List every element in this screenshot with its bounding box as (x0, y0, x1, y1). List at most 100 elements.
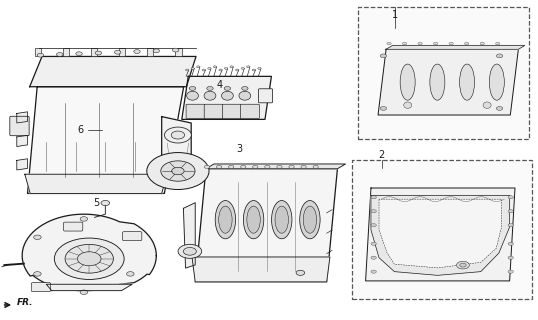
Circle shape (101, 200, 110, 205)
FancyBboxPatch shape (10, 116, 29, 136)
Circle shape (216, 165, 222, 168)
Bar (34, 48, 41, 56)
Circle shape (197, 66, 200, 68)
Circle shape (380, 54, 387, 58)
Circle shape (224, 86, 231, 90)
Circle shape (189, 86, 196, 90)
Circle shape (495, 42, 500, 45)
Ellipse shape (275, 206, 288, 233)
Circle shape (460, 263, 466, 267)
Bar (352, 160, 532, 299)
Ellipse shape (215, 201, 236, 239)
FancyBboxPatch shape (186, 104, 205, 118)
Circle shape (178, 244, 202, 258)
Polygon shape (46, 284, 132, 291)
Polygon shape (386, 45, 525, 49)
Circle shape (313, 165, 318, 168)
Circle shape (219, 69, 222, 71)
Circle shape (296, 270, 305, 276)
FancyBboxPatch shape (259, 89, 272, 103)
Text: 6: 6 (77, 125, 83, 135)
Circle shape (508, 224, 513, 227)
Ellipse shape (204, 91, 216, 100)
Circle shape (153, 49, 160, 53)
Circle shape (387, 42, 391, 45)
Text: 5: 5 (93, 198, 100, 208)
Circle shape (480, 42, 484, 45)
Text: 2: 2 (379, 150, 385, 160)
Circle shape (434, 42, 438, 45)
Polygon shape (17, 135, 27, 147)
Circle shape (371, 210, 376, 213)
FancyBboxPatch shape (31, 283, 51, 292)
Circle shape (289, 165, 294, 168)
Circle shape (208, 68, 211, 69)
Text: FR.: FR. (17, 298, 33, 307)
Circle shape (301, 165, 306, 168)
Bar (175, 48, 181, 56)
Circle shape (253, 165, 258, 168)
Circle shape (34, 235, 41, 239)
Circle shape (371, 242, 376, 245)
Circle shape (252, 69, 256, 71)
Circle shape (76, 52, 82, 56)
Bar (62, 48, 69, 56)
Circle shape (207, 86, 213, 90)
Circle shape (449, 42, 454, 45)
Circle shape (497, 107, 503, 110)
Polygon shape (25, 174, 167, 194)
Circle shape (165, 127, 192, 143)
Polygon shape (366, 188, 515, 281)
Circle shape (80, 290, 88, 294)
Circle shape (161, 161, 195, 181)
Ellipse shape (272, 201, 292, 239)
Circle shape (277, 165, 282, 168)
Ellipse shape (218, 206, 232, 233)
Circle shape (95, 51, 102, 55)
FancyBboxPatch shape (222, 104, 241, 118)
FancyBboxPatch shape (123, 232, 142, 241)
Circle shape (147, 153, 209, 189)
Circle shape (229, 165, 234, 168)
Polygon shape (378, 49, 519, 115)
Polygon shape (195, 169, 337, 282)
Circle shape (265, 165, 270, 168)
Text: 4: 4 (217, 80, 223, 90)
Circle shape (418, 42, 422, 45)
Circle shape (464, 42, 469, 45)
Circle shape (186, 69, 189, 71)
Circle shape (115, 50, 121, 54)
Polygon shape (371, 196, 509, 275)
Polygon shape (22, 214, 157, 291)
Text: 1: 1 (392, 10, 398, 20)
Circle shape (172, 48, 179, 52)
Circle shape (126, 235, 134, 239)
FancyBboxPatch shape (204, 104, 223, 118)
Circle shape (240, 165, 246, 168)
Circle shape (191, 68, 194, 69)
Circle shape (77, 252, 101, 266)
Circle shape (183, 247, 196, 255)
Circle shape (236, 69, 239, 71)
Polygon shape (17, 159, 27, 170)
Bar (119, 48, 125, 56)
Circle shape (80, 217, 88, 221)
Polygon shape (30, 56, 196, 87)
Circle shape (508, 256, 513, 259)
Polygon shape (183, 203, 195, 268)
FancyBboxPatch shape (240, 104, 259, 118)
Bar (91, 48, 97, 56)
Polygon shape (17, 112, 27, 123)
Circle shape (34, 272, 41, 276)
Ellipse shape (400, 64, 415, 100)
Circle shape (508, 242, 513, 245)
Circle shape (371, 270, 376, 273)
Ellipse shape (222, 91, 233, 100)
Ellipse shape (430, 64, 445, 100)
Polygon shape (27, 87, 183, 194)
Circle shape (242, 86, 248, 90)
Circle shape (380, 107, 387, 110)
Ellipse shape (187, 91, 199, 100)
Circle shape (508, 196, 513, 199)
Polygon shape (162, 116, 191, 181)
